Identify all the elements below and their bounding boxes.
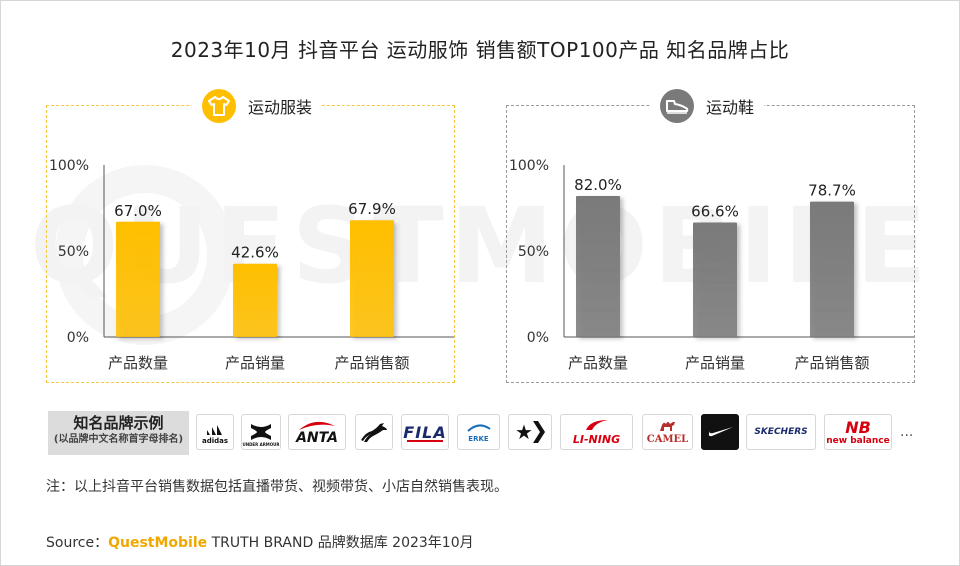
source-brand: QuestMobile bbox=[108, 535, 208, 551]
y-tick-label: 100% bbox=[49, 158, 89, 174]
watermark: QUESTMOBILE bbox=[30, 185, 933, 307]
y-tick-label: 0% bbox=[67, 330, 89, 346]
erke-wave-icon bbox=[466, 424, 491, 432]
puma-cat-icon bbox=[361, 423, 387, 442]
nike-logo bbox=[701, 414, 739, 450]
data-label: 67.0% bbox=[114, 202, 162, 220]
more-brands-ellipsis: ... bbox=[900, 424, 914, 440]
x-tick-label: 产品数量 bbox=[108, 354, 168, 372]
x-tick-label: 产品销量 bbox=[685, 354, 745, 372]
fila-logo: FILA bbox=[401, 414, 449, 450]
li-ning-logo-text: LI-NING bbox=[572, 433, 621, 446]
data-label: 66.6% bbox=[691, 202, 739, 220]
anta-swoosh-icon bbox=[299, 421, 335, 430]
li-ning-mark-icon bbox=[585, 420, 608, 430]
x-tick-label: 产品数量 bbox=[568, 354, 628, 372]
apparel-panel-header: 运动服装 bbox=[192, 89, 323, 123]
erke-logo: ERKE bbox=[457, 414, 500, 450]
fila-logo-text: FILA bbox=[403, 422, 447, 442]
shirt-icon bbox=[202, 89, 236, 123]
y-tick-label: 50% bbox=[518, 244, 549, 260]
puma-logo bbox=[355, 414, 393, 450]
bar bbox=[233, 263, 277, 337]
adidas-stripes-icon bbox=[207, 425, 222, 435]
skechers-logo-text: SKECHERS bbox=[754, 427, 808, 437]
x-tick-label: 产品销售额 bbox=[334, 354, 409, 372]
under-armour-logo: UNDER ARMOUR bbox=[241, 414, 281, 450]
source-detail: TRUTH BRAND 品牌数据库 2023年10月 bbox=[207, 535, 474, 551]
brand-examples-title: 知名品牌示例 bbox=[73, 414, 164, 432]
source-line: Source：QuestMobile TRUTH BRAND 品牌数据库 202… bbox=[46, 532, 474, 552]
apparel-panel-title: 运动服装 bbox=[248, 98, 313, 117]
sneaker-icon bbox=[660, 89, 694, 123]
bar bbox=[693, 222, 737, 337]
shoes-panel: 运动鞋 0% 50% 100% 82.0% 产品数量 66.6% 产品销量 78.7% 产品销售… bbox=[506, 89, 915, 383]
brand-examples-label: 知名品牌示例 (以品牌中文名称首字母排名) bbox=[48, 411, 189, 455]
y-tick-label: 100% bbox=[509, 158, 549, 174]
data-label: 82.0% bbox=[574, 176, 622, 194]
nike-swoosh-icon bbox=[708, 427, 733, 437]
x-tick-label: 产品销量 bbox=[225, 354, 285, 372]
under-armour-mark-icon bbox=[251, 424, 271, 440]
skechers-logo: SKECHERS bbox=[746, 414, 816, 450]
source-prefix: Source： bbox=[46, 535, 109, 551]
data-label: 42.6% bbox=[231, 244, 279, 262]
data-label: 78.7% bbox=[808, 182, 856, 200]
shoes-panel-title: 运动鞋 bbox=[706, 98, 755, 117]
apparel-panel: 运动服装 0% 50% 100% 67.0% 产品数量 42.6% 产品销量 67.9% 产品销… bbox=[46, 89, 455, 383]
adidas-logo-text: adidas bbox=[201, 437, 229, 445]
new-balance-logo: NB new balance bbox=[824, 414, 892, 450]
fila-underline bbox=[407, 440, 443, 442]
data-label: 67.9% bbox=[348, 200, 396, 218]
li-ning-logo: LI-NING bbox=[560, 414, 633, 450]
erke-logo-text: ERKE bbox=[468, 435, 489, 443]
page-title: 2023年10月 抖音平台 运动服饰 销售额TOP100产品 知名品牌占比 bbox=[170, 38, 790, 62]
converse-logo: ★ bbox=[508, 414, 552, 450]
camel-logo-text: CAMEL bbox=[646, 434, 689, 445]
bar bbox=[810, 201, 854, 337]
bar bbox=[350, 220, 394, 337]
shoes-panel-header: 运动鞋 bbox=[650, 89, 765, 123]
converse-star-icon: ★ bbox=[515, 420, 533, 444]
under-armour-logo-text: UNDER ARMOUR bbox=[242, 442, 280, 447]
camel-logo: CAMEL bbox=[642, 414, 693, 450]
new-balance-logo-text: new balance bbox=[826, 436, 890, 446]
brand-examples-subtitle: (以品牌中文名称首字母排名) bbox=[53, 434, 184, 445]
adidas-logo: adidas bbox=[196, 414, 234, 450]
y-tick-label: 0% bbox=[527, 330, 549, 346]
anta-logo-text: ANTA bbox=[296, 430, 338, 446]
new-balance-nb-mark: NB bbox=[845, 418, 871, 437]
bar bbox=[576, 195, 620, 337]
apparel-chart: 0% 50% 100% 67.0% 产品数量 42.6% 产品销量 67.9% 产品销售额 bbox=[49, 158, 454, 372]
bar bbox=[116, 221, 160, 337]
anta-logo: ANTA bbox=[288, 414, 346, 450]
shoes-chart: 0% 50% 100% 82.0% 产品数量 66.6% 产品销量 78.7% 产品销售额 bbox=[509, 158, 914, 372]
x-tick-label: 产品销售额 bbox=[794, 354, 869, 372]
camel-icon bbox=[659, 422, 675, 431]
footnote: 注：以上抖音平台销售数据包括直播带货、视频带货、小店自然销售表现。 bbox=[46, 479, 508, 495]
y-tick-label: 50% bbox=[58, 244, 89, 260]
converse-chevron-icon bbox=[532, 421, 545, 443]
